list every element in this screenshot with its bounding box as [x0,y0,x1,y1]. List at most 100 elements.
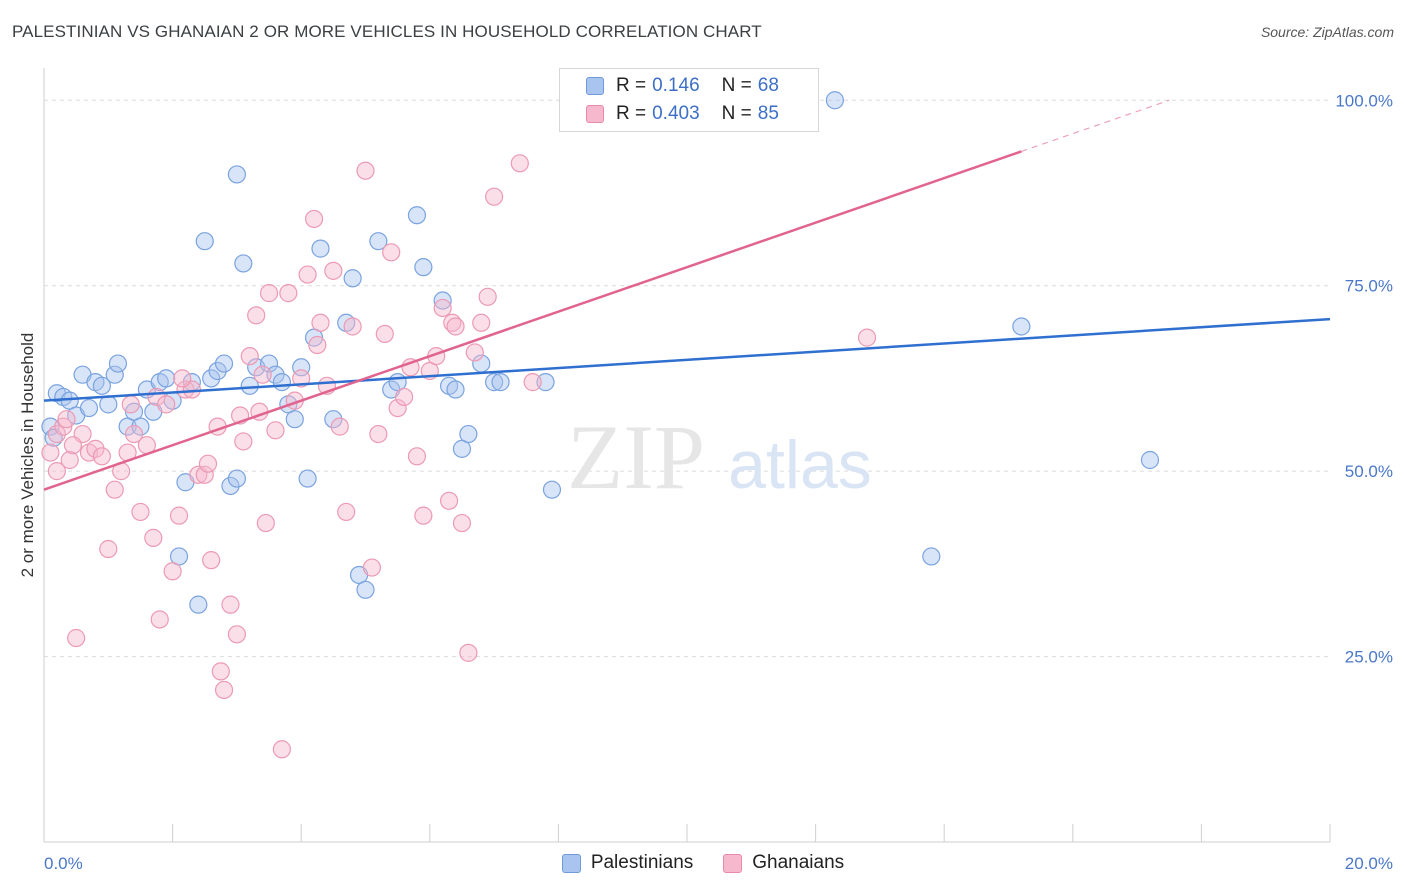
data-point-ghanaians [330,417,349,436]
data-point-ghanaians [253,365,272,384]
data-point-ghanaians [47,424,66,444]
data-point-palestinians [202,369,221,388]
data-point-ghanaians [478,287,497,306]
data-point-palestinians [1140,450,1160,470]
chart-title: PALESTINIAN VS GHANAIAN 2 OR MORE VEHICL… [12,22,762,41]
n-label: N = [721,75,752,96]
data-point-palestinians [311,239,330,258]
watermark: ZIP atlas [567,406,872,508]
data-point-ghanaians [92,447,111,466]
stats-legend: R = 0.146 N = 68 R = 0.403 N = 85 [559,68,819,132]
series-palestinians [41,91,1160,614]
data-point-ghanaians [356,161,375,180]
data-point-ghanaians [214,680,234,700]
legend-label-palestinians: Palestinians [590,852,694,873]
data-point-palestinians [214,354,234,373]
data-point-ghanaians [57,410,76,429]
data-point-ghanaians [414,506,433,525]
data-point-ghanaians [211,662,230,681]
data-point-palestinians [433,291,452,310]
data-point-ghanaians [433,298,452,318]
data-point-palestinians [272,373,292,392]
series-legend: Palestinians Ghanaians [0,852,1406,874]
data-point-ghanaians [86,439,105,458]
data-point-ghanaians [324,261,343,280]
data-point-ghanaians [256,513,275,533]
data-point-palestinians [41,417,60,436]
data-point-palestinians [356,580,375,599]
data-point-palestinians [234,254,253,273]
data-point-ghanaians [407,447,427,466]
y-tick-label: 25.0% [1345,648,1393,667]
data-point-ghanaians [362,558,382,577]
data-point-ghanaians [298,265,317,284]
data-point-ghanaians [169,506,189,525]
data-point-palestinians [208,361,227,381]
n-value: 68 [757,75,779,96]
data-point-ghanaians [67,628,86,648]
data-point-palestinians [131,417,150,436]
data-point-ghanaians [99,539,118,559]
data-point-ghanaians [375,324,394,344]
data-point-palestinians [285,410,304,429]
data-point-ghanaians [337,502,356,522]
data-point-ghanaians [60,450,79,470]
data-point-ghanaians [266,421,285,440]
legend-row-palestinians: R = 0.146 N = 68 [586,75,779,97]
watermark-zip: ZIP [567,406,705,508]
data-point-ghanaians [394,387,414,407]
y-tick-label: 100.0% [1335,91,1393,110]
data-point-palestinians [922,547,941,566]
y-tick-label: 75.0% [1345,277,1393,296]
data-point-ghanaians [234,432,253,451]
data-point-ghanaians [465,343,484,362]
data-point-ghanaians [221,595,240,614]
x-tick-label-max: 20.0% [1345,854,1393,873]
gridlines [44,99,1330,658]
r-value: 0.403 [652,103,700,124]
legend-item-palestinians[interactable]: Palestinians [561,852,694,874]
data-point-ghanaians [198,454,218,473]
data-point-palestinians [227,469,246,488]
data-point-ghanaians [369,424,388,444]
n-label: N = [721,103,752,124]
r-value: 0.146 [652,75,700,96]
r-label: R = [616,75,647,96]
data-point-palestinians [491,373,510,392]
data-point-ghanaians [279,284,298,303]
data-point-ghanaians [41,443,60,462]
data-point-ghanaians [195,465,214,484]
data-point-ghanaians [292,369,311,388]
data-point-ghanaians [240,347,259,366]
data-point-ghanaians [459,643,478,662]
data-point-ghanaians [857,328,877,347]
trend-line-palestinians [43,317,1331,402]
data-point-palestinians [79,398,99,418]
data-point-ghanaians [144,528,163,547]
series-ghanaians [41,154,877,759]
data-point-palestinians [369,232,388,251]
legend-swatch-palestinians [586,77,604,95]
source-label: Source: ZipAtlas.com [1260,24,1394,40]
data-point-palestinians [227,165,246,184]
trend-lines [43,99,1331,491]
data-point-ghanaians [304,209,324,229]
legend-item-ghanaians[interactable]: Ghanaians [723,852,844,874]
data-point-ghanaians [202,551,221,570]
data-point-ghanaians [388,398,407,418]
legend-swatch-ghanaians [723,853,743,873]
y-tick-label: 50.0% [1345,462,1393,481]
data-point-palestinians [485,373,504,392]
data-point-ghanaians [446,317,465,336]
data-point-ghanaians [105,480,124,499]
data-point-ghanaians [247,306,266,325]
data-point-ghanaians [63,436,83,455]
data-point-ghanaians [227,625,246,644]
data-point-palestinians [536,373,555,392]
data-point-palestinians [92,376,111,395]
data-point-palestinians [542,480,562,499]
data-point-ghanaians [121,395,140,414]
data-point-palestinians [414,258,433,277]
data-point-palestinians [1012,317,1031,336]
